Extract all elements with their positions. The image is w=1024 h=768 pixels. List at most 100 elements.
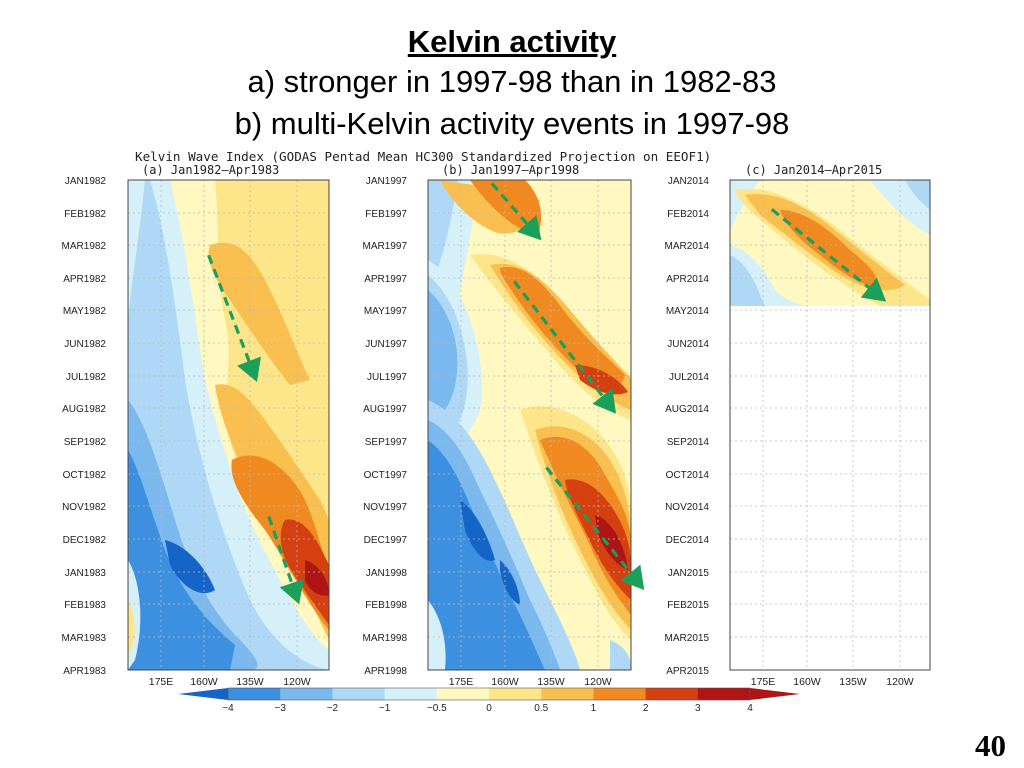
colorbar-swatch <box>593 688 647 700</box>
colorbar-max-extension <box>750 688 800 700</box>
slide-point-b: b) multi-Kelvin activity events in 1997-… <box>234 106 790 141</box>
panel-b: (b) Jan1997—Apr1998 <box>363 163 645 688</box>
slide-title: Kelvin activity <box>407 24 617 59</box>
colorbar-tick-label: 0.5 <box>534 703 548 714</box>
heatmap-field <box>428 180 631 670</box>
colorbar-swatch <box>541 688 594 700</box>
y-tick-label: JUL1982 <box>66 372 106 383</box>
y-tick-label: FEB1982 <box>64 209 106 220</box>
colorbar-swatch <box>645 688 699 700</box>
y-tick-label: JUN2014 <box>667 339 709 350</box>
x-tick-label: 160W <box>793 676 821 688</box>
y-tick-label: MAR2015 <box>665 633 710 644</box>
y-tick-label: APR1998 <box>364 666 407 677</box>
y-tick-label: OCT2014 <box>666 470 710 481</box>
y-tick-label: JAN1997 <box>366 176 408 187</box>
y-tick-label: FEB1997 <box>365 209 407 220</box>
y-tick-label: AUG1997 <box>363 404 407 415</box>
y-tick-label: MAY1997 <box>364 306 408 317</box>
y-tick-label: MAR1997 <box>363 241 408 252</box>
y-tick-label: JAN2014 <box>668 176 710 187</box>
colorbar-frame <box>227 687 751 701</box>
x-tick-label: 120W <box>584 676 612 688</box>
y-tick-labels: JAN2014 FEB2014 MAR2014 APR2014 MAY2014 … <box>665 176 710 677</box>
y-tick-label: JAN2015 <box>668 568 710 579</box>
kelvin-wave-arrow <box>512 280 616 414</box>
colorbar-swatch <box>489 688 542 700</box>
y-tick-label: FEB2015 <box>667 600 709 611</box>
x-tick-label: 135W <box>839 676 867 688</box>
panel-title: (a) Jan1982—Apr1983 <box>142 163 279 177</box>
y-tick-label: SEP2014 <box>667 437 710 448</box>
panel-frame <box>729 179 931 671</box>
colorbar: −4 −3 −2 −1 −0.5 0 0.5 1 2 3 4 <box>178 687 800 714</box>
x-tick-label: 135W <box>236 676 264 688</box>
colorbar-swatch <box>436 688 490 700</box>
kelvin-wave-arrow <box>490 182 542 241</box>
colorbar-swatch <box>280 688 333 700</box>
colorbar-tick-label: 1 <box>591 703 597 714</box>
colorbar-tick-label: −3 <box>274 703 286 714</box>
kelvin-wave-arrow <box>770 208 887 302</box>
x-tick-label: 120W <box>283 676 311 688</box>
y-tick-label: JUL1997 <box>367 372 407 383</box>
wave-arrows <box>770 208 887 302</box>
y-tick-label: FEB1998 <box>365 600 407 611</box>
panel-title: (b) Jan1997—Apr1998 <box>442 163 579 177</box>
panel-c: (c) Jan2014—Apr2015 JAN2014 FEB2 <box>665 163 931 688</box>
y-tick-label: DEC2014 <box>666 535 710 546</box>
colorbar-tick-label: 2 <box>643 703 649 714</box>
colorbar-tick-label: 4 <box>747 703 753 714</box>
wave-arrows <box>490 182 645 591</box>
y-tick-labels: JAN1997 FEB1997 MAR1997 APR1997 MAY1997 … <box>363 176 408 677</box>
grid-lines <box>428 180 631 670</box>
x-tick-label: 120W <box>886 676 914 688</box>
y-tick-label: SEP1982 <box>64 437 107 448</box>
y-tick-label: DEC1997 <box>364 535 408 546</box>
kelvin-wave-arrow <box>545 466 645 591</box>
y-tick-label: AUG1982 <box>62 404 106 415</box>
y-tick-label: OCT1997 <box>364 470 408 481</box>
y-tick-label: FEB2014 <box>667 209 709 220</box>
x-tick-labels: 175E 160W 135W 120W <box>751 676 914 688</box>
y-tick-label: MAR1983 <box>62 633 107 644</box>
y-tick-label: JUL2014 <box>669 372 709 383</box>
x-tick-label: 160W <box>491 676 519 688</box>
colorbar-tick-label: −0.5 <box>427 703 447 714</box>
colorbar-tick-label: 3 <box>695 703 701 714</box>
y-tick-label: APR1997 <box>364 274 407 285</box>
heatmap-field <box>128 180 329 670</box>
y-tick-label: MAR1982 <box>62 241 107 252</box>
y-tick-label: OCT1982 <box>63 470 107 481</box>
colorbar-swatch <box>332 688 386 700</box>
colorbar-swatch <box>384 688 438 700</box>
y-tick-label: NOV1997 <box>363 502 407 513</box>
wave-arrows <box>207 254 304 605</box>
kelvin-wave-arrow <box>207 254 261 382</box>
y-tick-label: JAN1998 <box>366 568 408 579</box>
y-tick-label: DEC1982 <box>63 535 107 546</box>
x-tick-label: 175E <box>449 676 474 688</box>
colorbar-tick-label: 0 <box>486 703 492 714</box>
y-tick-label: APR2015 <box>666 666 709 677</box>
y-tick-label: APR1983 <box>63 666 106 677</box>
x-tick-label: 160W <box>190 676 218 688</box>
y-tick-label: AUG2014 <box>665 404 709 415</box>
y-tick-label: APR2014 <box>666 274 709 285</box>
panel-title: (c) Jan2014—Apr2015 <box>745 163 882 177</box>
y-tick-label: SEP1997 <box>365 437 408 448</box>
x-tick-label: 175E <box>149 676 174 688</box>
y-tick-labels: JAN1982 FEB1982 MAR1982 APR1982 MAY1982 … <box>62 176 107 677</box>
panel-frame <box>427 179 632 671</box>
x-tick-label: 135W <box>537 676 565 688</box>
y-tick-label: JUN1997 <box>365 339 407 350</box>
colorbar-swatch <box>697 688 751 700</box>
y-tick-label: NOV2014 <box>665 502 709 513</box>
panel-a: (a) Jan1982—Apr1983 <box>62 163 330 688</box>
colorbar-tick-label: −1 <box>379 703 391 714</box>
x-tick-label: 175E <box>751 676 776 688</box>
y-tick-label: MAY1982 <box>63 306 107 317</box>
colorbar-tick-label: −2 <box>327 703 339 714</box>
y-tick-label: JAN1982 <box>65 176 107 187</box>
